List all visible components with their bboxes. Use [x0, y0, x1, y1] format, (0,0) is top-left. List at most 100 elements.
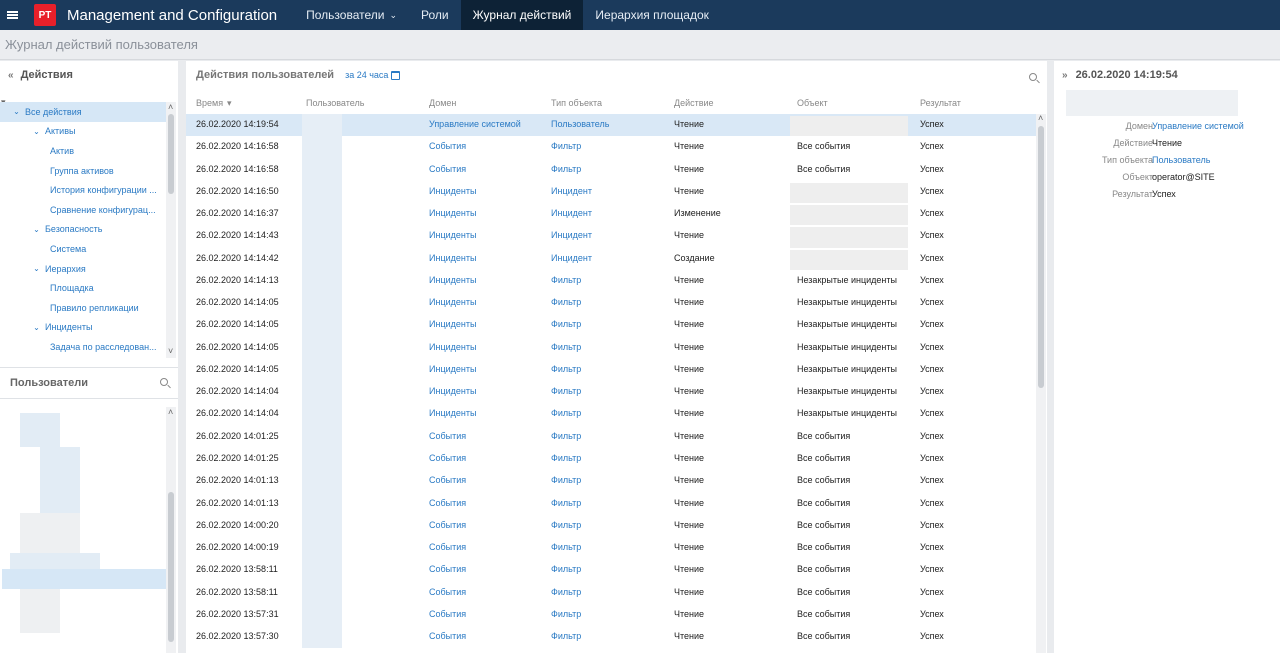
tree-toggle-icon[interactable]: ⌄ — [33, 126, 40, 136]
table-row[interactable]: 26.02.2020 14:00:19 События Фильтр Чтение Вс… — [186, 537, 1036, 559]
tree-node[interactable]: Площадка — [0, 278, 166, 298]
users-search-icon[interactable] — [160, 377, 168, 389]
column-header[interactable]: Тип объекта — [551, 98, 603, 108]
tree-node[interactable]: Система — [0, 239, 166, 259]
table-row[interactable]: 26.02.2020 14:14:13 Инциденты Фильтр Чтение… — [186, 270, 1036, 292]
cell-type[interactable]: Фильтр — [551, 408, 582, 419]
cell-type[interactable]: Инцидент — [551, 208, 592, 219]
table-row[interactable]: 26.02.2020 13:58:11 События Фильтр Чтение Вс… — [186, 559, 1036, 581]
sort-desc-icon[interactable]: ▾ — [227, 98, 232, 108]
user-item[interactable] — [10, 553, 100, 569]
cell-type[interactable]: Фильтр — [551, 341, 582, 352]
cell-type[interactable]: Фильтр — [551, 475, 582, 486]
tree-node[interactable]: Группа активов — [0, 161, 166, 181]
cell-type[interactable]: Инцидент — [551, 185, 592, 196]
column-header[interactable]: Объект — [797, 98, 828, 108]
cell-type[interactable]: Фильтр — [551, 297, 582, 308]
users-scrollbar[interactable] — [166, 407, 176, 653]
cell-type[interactable]: Фильтр — [551, 163, 582, 174]
column-header[interactable]: Результат — [920, 98, 961, 108]
cell-domain[interactable]: Инциденты — [429, 230, 477, 241]
expand-right-icon[interactable]: » — [1062, 69, 1068, 81]
cell-domain[interactable]: Инциденты — [429, 208, 477, 219]
column-header[interactable]: Домен — [429, 98, 457, 108]
cell-domain[interactable]: События — [429, 141, 467, 152]
table-row[interactable]: 26.02.2020 14:14:05 Инциденты Фильтр Чтение… — [186, 359, 1036, 381]
table-row[interactable]: 26.02.2020 14:01:25 События Фильтр Чтение Вс… — [186, 448, 1036, 470]
table-row[interactable]: 26.02.2020 14:14:43 Инциденты Инцидент Чтен… — [186, 225, 1036, 247]
scroll-down-icon[interactable]: ˅ — [168, 346, 174, 356]
column-header[interactable]: Пользователь — [306, 98, 365, 108]
cell-type[interactable]: Фильтр — [551, 608, 582, 619]
cell-domain[interactable]: Инциденты — [429, 341, 477, 352]
tree-node[interactable]: ⌄ Все действия — [0, 102, 166, 122]
cell-domain[interactable]: События — [429, 430, 467, 441]
cell-type[interactable]: Фильтр — [551, 586, 582, 597]
scroll-up-icon[interactable]: ˄ — [168, 102, 174, 112]
user-item[interactable] — [20, 513, 80, 553]
tree-scrollbar[interactable] — [166, 102, 176, 358]
cell-domain[interactable]: Инциденты — [429, 363, 477, 374]
cell-type[interactable]: Фильтр — [551, 564, 582, 575]
cell-domain[interactable]: События — [429, 608, 467, 619]
cell-domain[interactable]: События — [429, 452, 467, 463]
cell-domain[interactable]: Инциденты — [429, 274, 477, 285]
user-item[interactable] — [20, 589, 60, 633]
user-item-selected[interactable] — [2, 569, 166, 589]
cell-domain[interactable]: События — [429, 542, 467, 553]
cell-domain[interactable]: Управление системой — [429, 119, 521, 129]
cell-domain[interactable]: Инциденты — [429, 408, 477, 419]
tree-toggle-icon[interactable]: ⌄ — [33, 224, 40, 234]
user-item[interactable] — [40, 447, 80, 513]
detail-value[interactable]: Пользователь — [1152, 155, 1211, 165]
table-row[interactable]: 26.02.2020 13:57:31 События Фильтр Чтение Вс… — [186, 604, 1036, 626]
table-row[interactable]: 26.02.2020 14:01:13 События Фильтр Чтение Вс… — [186, 493, 1036, 515]
cell-type[interactable]: Фильтр — [551, 452, 582, 463]
cell-domain[interactable]: Инциденты — [429, 319, 477, 330]
cell-domain[interactable]: События — [429, 475, 467, 486]
tree-node[interactable]: ⌄ Безопасность — [0, 220, 166, 240]
cell-type[interactable]: Фильтр — [551, 631, 582, 642]
tree-node[interactable]: Правило репликации — [0, 298, 166, 318]
cell-type[interactable]: Фильтр — [551, 430, 582, 441]
cell-domain[interactable]: События — [429, 163, 467, 174]
nav-tab-3[interactable]: Иерархия площадок — [583, 0, 721, 30]
cell-type[interactable]: Пользователь — [551, 119, 610, 129]
tree-node[interactable]: ⌄ Иерархия — [0, 259, 166, 279]
cell-domain[interactable]: События — [429, 586, 467, 597]
cell-type[interactable]: Инцидент — [551, 252, 592, 263]
table-row[interactable]: 26.02.2020 14:14:05 Инциденты Фильтр Чтение… — [186, 292, 1036, 314]
tree-toggle-icon[interactable]: ⌄ — [33, 264, 40, 274]
table-row[interactable]: 26.02.2020 13:58:11 События Фильтр Чтение Вс… — [186, 582, 1036, 604]
calendar-icon[interactable] — [391, 70, 401, 80]
table-row[interactable]: 26.02.2020 14:14:05 Инциденты Фильтр Чтение… — [186, 314, 1036, 336]
table-row[interactable]: 26.02.2020 14:01:25 События Фильтр Чтение Вс… — [186, 426, 1036, 448]
collapse-left-icon[interactable]: « — [8, 69, 14, 81]
tree-toggle-icon[interactable]: ⌄ — [33, 322, 40, 332]
table-row[interactable]: 26.02.2020 14:16:58 События Фильтр Чтение Вс… — [186, 159, 1036, 181]
cell-domain[interactable]: Инциденты — [429, 252, 477, 263]
tree-node[interactable]: Сравнение конфигурац... — [0, 200, 166, 220]
tree-node[interactable]: История конфигурации ... — [0, 180, 166, 200]
table-scroll-up-icon[interactable]: ˄ — [1038, 113, 1044, 123]
table-row[interactable]: 26.02.2020 14:00:20 События Фильтр Чтение Вс… — [186, 515, 1036, 537]
cell-type[interactable]: Фильтр — [551, 519, 582, 530]
column-header[interactable]: Время — [196, 98, 224, 108]
tree-node[interactable]: Актив — [0, 141, 166, 161]
users-scroll-up-icon[interactable]: ˄ — [168, 407, 174, 417]
nav-tab-0[interactable]: Пользователи ⌄ — [294, 0, 409, 30]
table-row[interactable]: 26.02.2020 14:16:58 События Фильтр Чтение Вс… — [186, 136, 1036, 158]
tree-node[interactable]: ⌄ Инциденты — [0, 318, 166, 338]
period-filter[interactable]: за 24 часа — [345, 70, 389, 80]
table-row[interactable]: 26.02.2020 14:14:05 Инциденты Фильтр Чтение… — [186, 337, 1036, 359]
cell-domain[interactable]: События — [429, 564, 467, 575]
cell-type[interactable]: Инцидент — [551, 230, 592, 241]
table-row[interactable]: 26.02.2020 14:16:50 Инциденты Инцидент Чтен… — [186, 181, 1036, 203]
tree-toggle-icon[interactable]: ⌄ — [13, 107, 20, 117]
detail-value[interactable]: Управление системой — [1152, 121, 1244, 131]
tree-node[interactable]: ⌄ Активы — [0, 122, 166, 142]
table-row[interactable]: 26.02.2020 14:14:42 Инциденты Инцидент Созд… — [186, 248, 1036, 270]
table-row[interactable]: 26.02.2020 14:01:13 События Фильтр Чтение Вс… — [186, 470, 1036, 492]
cell-domain[interactable]: События — [429, 497, 467, 508]
cell-type[interactable]: Фильтр — [551, 141, 582, 152]
